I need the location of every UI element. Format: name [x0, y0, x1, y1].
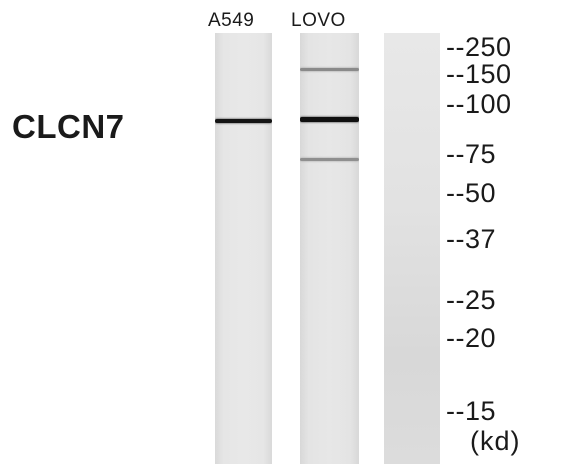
marker-20: --20 — [446, 323, 497, 353]
lane-a549 — [215, 33, 272, 464]
protein-label: CLCN7 — [12, 108, 125, 145]
band-lovo-main — [300, 117, 359, 122]
marker-100: --100 — [446, 89, 512, 119]
lane-marker-control — [384, 33, 440, 464]
marker-250: --250 — [446, 32, 512, 62]
lane-label-lovo: LOVO — [291, 10, 346, 31]
marker-50: --50 — [446, 178, 497, 208]
marker-150: --150 — [446, 59, 512, 89]
unit-label: (kd) — [470, 426, 521, 456]
band-a549-main — [215, 119, 272, 123]
lane-label-a549: A549 — [208, 10, 255, 31]
lane-lovo — [300, 33, 359, 464]
marker-75: --75 — [446, 139, 497, 169]
marker-25: --25 — [446, 285, 497, 315]
band-lovo-upper — [300, 68, 359, 71]
marker-15: --15 — [446, 396, 497, 426]
band-lovo-lower — [300, 158, 359, 161]
marker-37: --37 — [446, 224, 497, 254]
